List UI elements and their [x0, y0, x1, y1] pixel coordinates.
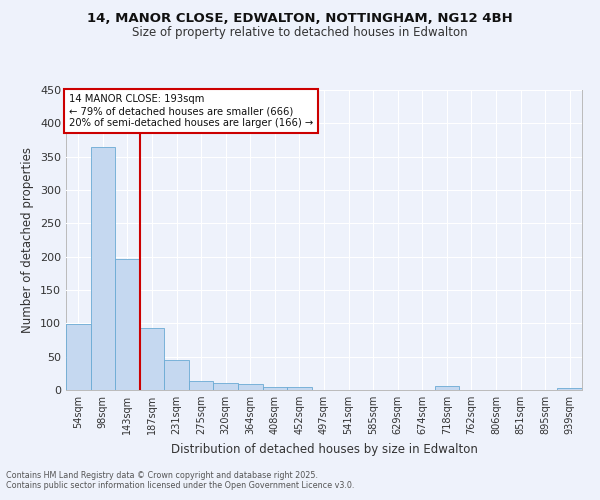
Text: 14, MANOR CLOSE, EDWALTON, NOTTINGHAM, NG12 4BH: 14, MANOR CLOSE, EDWALTON, NOTTINGHAM, N… — [87, 12, 513, 26]
Bar — [115, 260, 140, 390]
Text: Contains public sector information licensed under the Open Government Licence v3: Contains public sector information licen… — [6, 480, 355, 490]
Text: Contains HM Land Registry data © Crown copyright and database right 2025.: Contains HM Land Registry data © Crown c… — [6, 470, 318, 480]
Text: 14 MANOR CLOSE: 193sqm
← 79% of detached houses are smaller (666)
20% of semi-de: 14 MANOR CLOSE: 193sqm ← 79% of detached… — [68, 94, 313, 128]
Bar — [91, 148, 115, 390]
Bar — [164, 360, 189, 390]
Bar — [287, 386, 312, 390]
Bar — [434, 386, 459, 390]
X-axis label: Distribution of detached houses by size in Edwalton: Distribution of detached houses by size … — [170, 442, 478, 456]
Bar — [263, 386, 287, 390]
Bar — [238, 384, 263, 390]
Bar — [140, 328, 164, 390]
Text: Size of property relative to detached houses in Edwalton: Size of property relative to detached ho… — [132, 26, 468, 39]
Y-axis label: Number of detached properties: Number of detached properties — [22, 147, 34, 333]
Bar — [557, 388, 582, 390]
Bar — [66, 324, 91, 390]
Bar — [189, 380, 214, 390]
Bar — [214, 384, 238, 390]
